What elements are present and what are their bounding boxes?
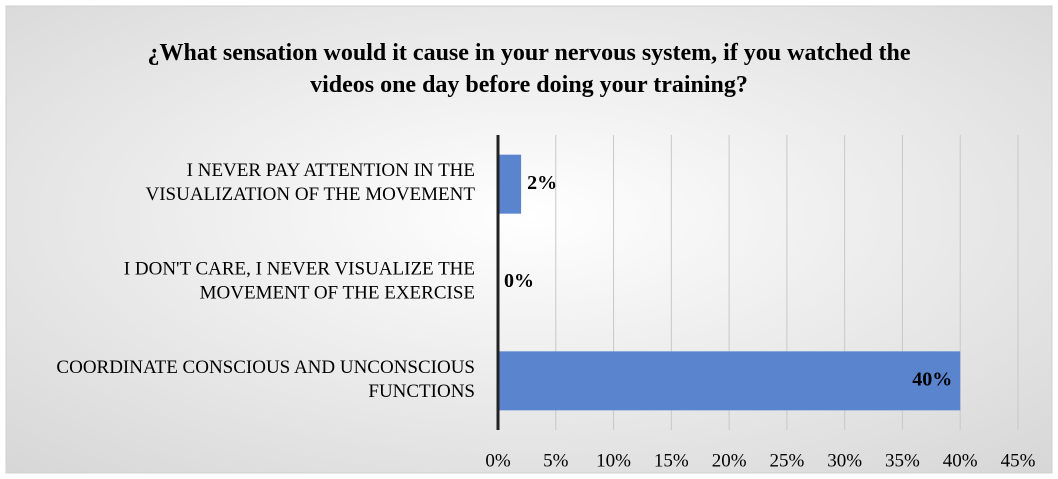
x-tick-label: 30% bbox=[827, 450, 862, 471]
value-label: 2% bbox=[527, 172, 557, 194]
value-label: 0% bbox=[504, 270, 534, 292]
x-tick-label: 25% bbox=[769, 450, 804, 471]
y-tick-label: I NEVER PAY ATTENTION IN THE VISUALIZATIO… bbox=[146, 161, 476, 206]
bar bbox=[498, 351, 961, 411]
x-tick-label: 15% bbox=[654, 450, 689, 471]
x-tick-label: 10% bbox=[596, 450, 631, 471]
x-tick-label: 45% bbox=[1001, 450, 1036, 471]
x-tick-label: 20% bbox=[712, 450, 747, 471]
chart-title: ¿What sensation would it cause in your n… bbox=[148, 40, 911, 98]
x-tick-label: 35% bbox=[885, 450, 920, 471]
value-label: 40% bbox=[912, 368, 952, 390]
y-tick-label: COORDINATE CONSCIOUS AND UNCONSCIOUS FUNC… bbox=[56, 357, 475, 402]
bar bbox=[498, 154, 522, 214]
x-tick-label: 0% bbox=[485, 450, 511, 471]
x-tick-label: 40% bbox=[943, 450, 978, 471]
x-tick-label: 5% bbox=[543, 450, 569, 471]
y-tick-label: I DON'T CARE, I NEVER VISUALIZE THE MOVEM… bbox=[124, 259, 475, 304]
